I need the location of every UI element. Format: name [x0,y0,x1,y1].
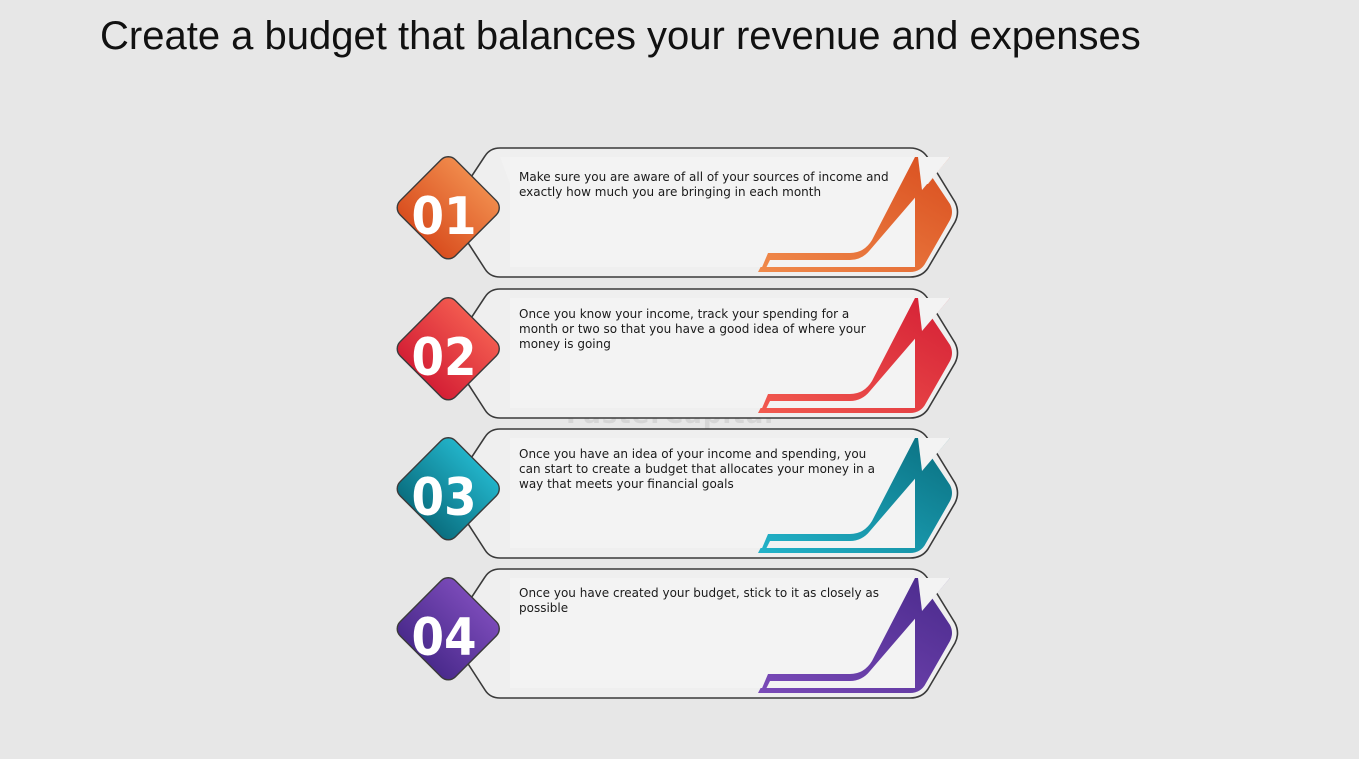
step-1-number: 01 [411,187,476,247]
step-4-shape: 04 [390,561,970,701]
step-card-4: 04 Once you have created your budget, st… [390,561,970,701]
step-4-number: 04 [411,608,476,668]
page-title: Create a budget that balances your reven… [100,12,1141,60]
step-3-text: Once you have an idea of your income and… [519,447,891,492]
step-1-text: Make sure you are aware of all of your s… [519,170,891,200]
step-card-2: 02 Once you know your income, track your… [390,281,970,421]
step-2-number: 02 [411,328,476,388]
step-1-shape: 01 [390,140,970,280]
step-card-1: 01 Make sure you are aware of all of you… [390,140,970,280]
budget-steps-infographic: 01 Make sure you are aware of all of you… [390,140,970,710]
step-3-number: 03 [411,468,476,528]
step-4-text: Once you have created your budget, stick… [519,586,891,616]
step-2-text: Once you know your income, track your sp… [519,307,891,352]
step-card-3: 03 Once you have an idea of your income … [390,421,970,561]
